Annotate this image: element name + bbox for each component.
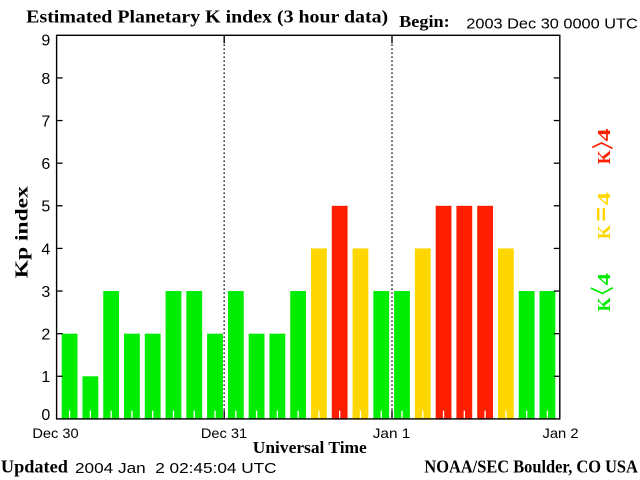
svg-text:2: 2 <box>41 327 50 344</box>
svg-text:K: K <box>594 150 614 164</box>
svg-text:4: 4 <box>594 273 614 286</box>
svg-text:2004 Jan 2 02:45:04 UTC: 2004 Jan 2 02:45:04 UTC <box>75 460 277 477</box>
svg-text:3: 3 <box>41 284 50 301</box>
svg-text:1: 1 <box>41 369 50 386</box>
svg-text:Begin:: Begin: <box>399 12 450 31</box>
svg-text:0: 0 <box>41 407 50 424</box>
svg-text:7: 7 <box>41 113 50 130</box>
svg-text:Kp index: Kp index <box>12 186 32 278</box>
svg-text:6: 6 <box>41 156 50 173</box>
svg-text:4: 4 <box>594 192 614 205</box>
svg-text:2003 Dec 30 0000 UTC: 2003 Dec 30 0000 UTC <box>466 15 638 32</box>
svg-text:Estimated Planetary K index (3: Estimated Planetary K index (3 hour data… <box>26 7 388 28</box>
svg-text:4: 4 <box>41 241 50 258</box>
svg-text:NOAA/SEC Boulder, CO USA: NOAA/SEC Boulder, CO USA <box>424 456 638 476</box>
svg-text:Dec 30: Dec 30 <box>32 425 79 441</box>
svg-text:Universal Time: Universal Time <box>253 438 367 457</box>
svg-text:K: K <box>594 225 614 239</box>
svg-text:5: 5 <box>41 199 50 216</box>
svg-text:4: 4 <box>594 129 614 142</box>
svg-text:9: 9 <box>41 33 50 50</box>
svg-text:K: K <box>594 298 614 312</box>
svg-text:Updated: Updated <box>1 456 68 476</box>
svg-text:8: 8 <box>41 71 50 88</box>
svg-text:Jan 1: Jan 1 <box>373 425 411 441</box>
svg-text:Jan 2: Jan 2 <box>543 425 579 441</box>
svg-text:Dec 31: Dec 31 <box>201 425 248 441</box>
